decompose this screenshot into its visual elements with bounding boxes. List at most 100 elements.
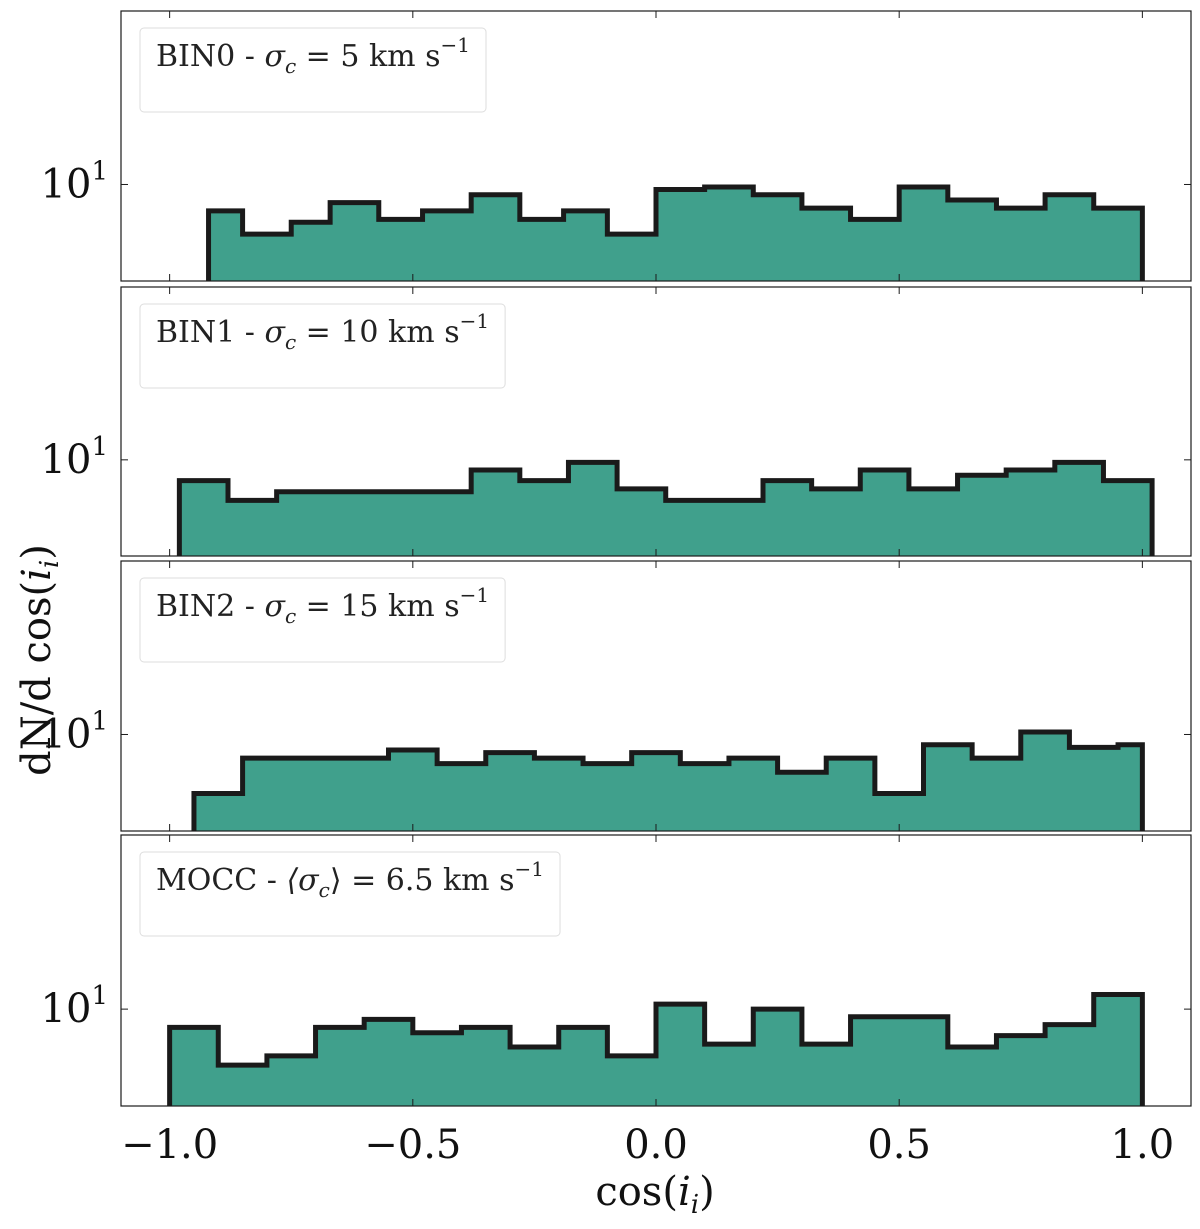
hist-bar	[947, 1047, 997, 1106]
legend-label: BIN1 - σc = 10 km s−1	[156, 309, 489, 354]
legend: BIN2 - σc = 15 km s−1	[139, 577, 506, 663]
hist-bar	[714, 500, 764, 556]
hist-bar	[704, 1044, 754, 1106]
hist-bar	[801, 208, 852, 281]
hist-bar	[471, 194, 521, 281]
hist-bar	[208, 210, 244, 281]
hist-bar	[378, 219, 424, 281]
hist-bar	[753, 1009, 803, 1106]
y-tick-label: 101	[41, 432, 108, 483]
hist-bar	[412, 1032, 462, 1106]
hist-bar	[242, 234, 292, 281]
hist-bar	[422, 491, 472, 556]
panels-group: 101 BIN0 - σc = 5 km s−1 101 BIN1 - σc = 10…	[41, 10, 1192, 1107]
hist-outline	[167, 991, 1145, 1106]
hist-bar	[1118, 744, 1143, 831]
legend-label: MOCC - ⟨σc⟩ = 6.5 km s−1	[156, 857, 544, 902]
hist-bar	[1020, 731, 1070, 831]
hist-bar	[753, 194, 803, 281]
legend-box	[139, 27, 487, 113]
hist-bars	[193, 731, 1143, 831]
hist-bar	[422, 210, 472, 281]
panel-1: 101 BIN0 - σc = 5 km s−1	[41, 10, 1192, 282]
hist-bar	[437, 763, 487, 831]
hist-bars	[179, 462, 1153, 556]
hist-bar	[510, 1047, 560, 1106]
hist-outline	[191, 729, 1145, 831]
legend-label: BIN2 - σc = 15 km s−1	[156, 583, 489, 628]
hist-bars	[169, 994, 1143, 1106]
hist-bar	[811, 488, 861, 556]
hist-bar	[242, 758, 292, 831]
legend: BIN0 - σc = 5 km s−1	[139, 27, 487, 113]
hist-bar	[471, 470, 521, 556]
hist-bar	[665, 500, 715, 556]
hist-bar	[996, 1035, 1046, 1106]
y-tick-label: 101	[41, 156, 108, 207]
hist-bar	[617, 488, 667, 556]
hist-bar	[777, 772, 827, 831]
legend-box	[139, 851, 561, 937]
hist-bar	[534, 758, 584, 831]
hist-bar	[1103, 480, 1153, 556]
hist-bar	[899, 186, 949, 281]
hist-bar	[680, 763, 730, 831]
legend-label: BIN0 - σc = 5 km s−1	[156, 33, 470, 78]
y-tick-label: 101	[41, 981, 108, 1032]
y-axis-title: dN/d cos(ii)	[14, 544, 65, 776]
hist-bar	[218, 1065, 268, 1106]
hist-bar	[957, 475, 1007, 556]
hist-bar	[607, 234, 657, 281]
hist-bar	[266, 1055, 317, 1106]
panel-2: 101 BIN1 - σc = 10 km s−1	[41, 286, 1192, 557]
legend-box	[139, 303, 506, 389]
hist-bar	[373, 491, 424, 556]
hist-bar	[1093, 994, 1143, 1106]
hist-bar	[947, 199, 997, 281]
hist-bar	[276, 491, 326, 556]
y-tick-label: 101	[41, 706, 108, 757]
hist-bar	[1006, 470, 1056, 556]
hist-bar	[325, 491, 375, 556]
hist-bar	[558, 1027, 608, 1106]
hist-bar	[339, 758, 389, 831]
hist-bar	[826, 758, 876, 831]
hist-bar	[330, 202, 380, 281]
hist-bar	[607, 1055, 657, 1106]
hist-bar	[1093, 208, 1143, 281]
hist-bar	[763, 480, 813, 556]
hist-bar	[193, 793, 244, 831]
hist-bar	[461, 1027, 511, 1106]
hist-bar	[1069, 747, 1119, 831]
hist-bar	[899, 1016, 949, 1106]
x-tick-label: −1.0	[121, 1122, 218, 1168]
hist-bar	[568, 462, 618, 556]
legend: MOCC - ⟨σc⟩ = 6.5 km s−1	[139, 851, 561, 937]
x-tick-label: 0.5	[867, 1122, 931, 1168]
hist-bar	[996, 208, 1046, 281]
hist-bar	[563, 210, 608, 281]
hist-bar	[228, 500, 278, 556]
hist-bar	[923, 744, 973, 831]
panel-4: 101 MOCC - ⟨σc⟩ = 6.5 km s−1	[41, 834, 1192, 1107]
hist-bar	[860, 470, 910, 556]
hist-bar	[519, 219, 565, 281]
hist-bar	[291, 222, 331, 281]
hist-bar	[169, 1027, 219, 1106]
hist-outline	[176, 459, 1155, 556]
panel-3: 101 BIN2 - σc = 15 km s−1	[41, 560, 1192, 832]
legend: BIN1 - σc = 10 km s−1	[139, 303, 506, 389]
x-axis-title: cos(ii)	[595, 1169, 714, 1220]
hist-bar	[656, 1004, 706, 1106]
hist-bar	[1045, 194, 1095, 281]
hist-bar	[850, 1016, 900, 1106]
x-tick-label: 1.0	[1111, 1122, 1175, 1168]
hist-bar	[972, 758, 1022, 831]
hist-bar	[908, 488, 959, 556]
hist-bar	[485, 752, 535, 831]
hist-bar	[631, 752, 681, 831]
hist-bar	[1045, 1024, 1095, 1106]
hist-bar	[364, 1019, 414, 1106]
hist-outline	[206, 184, 1145, 281]
